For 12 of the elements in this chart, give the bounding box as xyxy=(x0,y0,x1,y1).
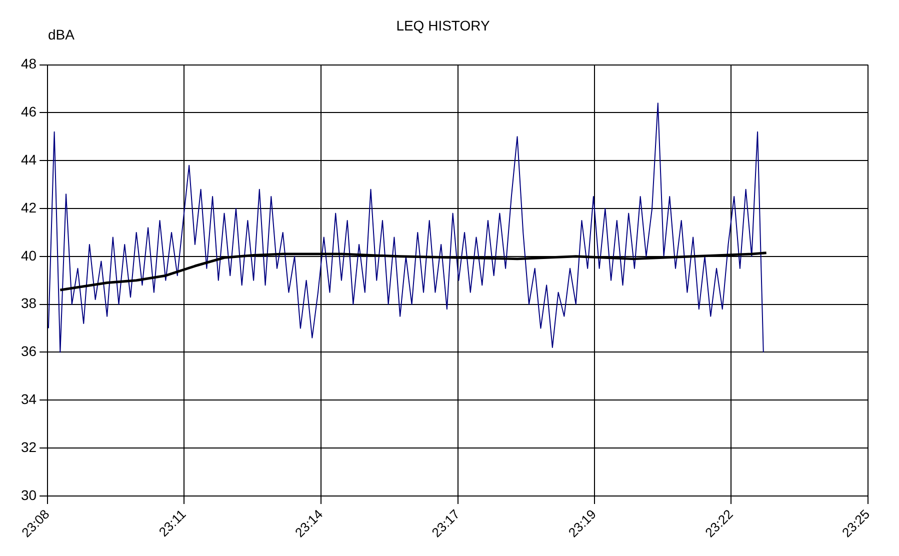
y-tick-label: 40 xyxy=(20,247,37,264)
y-tick-label: 46 xyxy=(20,104,37,120)
y-tick-label: 42 xyxy=(20,199,37,216)
y-tick-label: 34 xyxy=(20,391,37,408)
y-tick-label: 44 xyxy=(20,151,37,168)
y-tick-label: 30 xyxy=(20,486,37,503)
y-tick-label: 36 xyxy=(20,343,37,360)
chart-title: LEQ HISTORY xyxy=(396,17,490,34)
y-axis-title: dBA xyxy=(48,26,76,43)
y-tick-label: 38 xyxy=(20,295,37,312)
y-tick-label: 32 xyxy=(20,438,37,455)
y-tick-label: 48 xyxy=(20,56,37,72)
